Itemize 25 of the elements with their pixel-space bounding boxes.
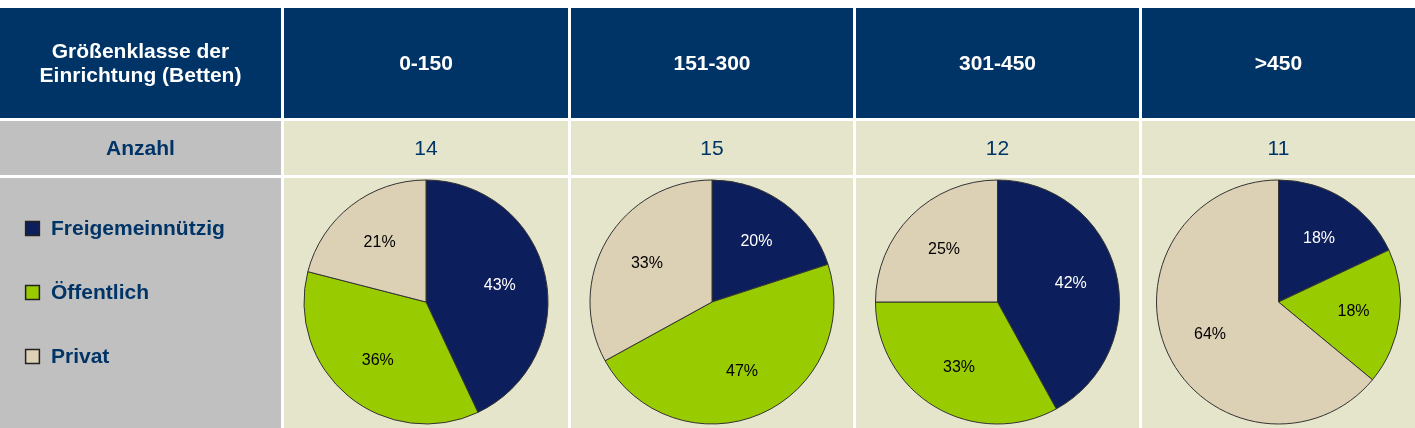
data-label: 47% xyxy=(726,362,759,380)
chart-subtitle: 12 xyxy=(856,121,1139,175)
chart-title: 0-150 xyxy=(284,8,568,118)
text: Größenklasse der Einrichtung (Betten) xyxy=(0,8,281,118)
data-label: 18% xyxy=(1303,229,1336,247)
data-label: 18% xyxy=(1337,302,1370,320)
data-label: 21% xyxy=(363,233,396,251)
chart-title: 301-450 xyxy=(856,8,1139,118)
data-label: 36% xyxy=(361,351,394,369)
legend-label: Privat xyxy=(51,343,110,367)
chart-subtitle: 15 xyxy=(571,121,853,175)
text: Anzahl xyxy=(0,121,281,175)
data-label: 33% xyxy=(630,254,663,272)
data-label: 33% xyxy=(942,358,976,376)
chart-title: >450 xyxy=(1142,8,1415,118)
data-label: 64% xyxy=(1194,325,1227,343)
legend-label: Öffentlich xyxy=(51,279,149,303)
data-label: 43% xyxy=(483,276,516,294)
chart-title: 151-300 xyxy=(571,8,853,118)
chart-subtitle: 11 xyxy=(1142,121,1415,175)
data-label: 42% xyxy=(1054,274,1087,292)
data-label: 25% xyxy=(928,239,961,257)
data-label: 20% xyxy=(740,231,773,249)
legend-label: Freigemeinnützig xyxy=(51,215,225,239)
chart-subtitle: 14 xyxy=(284,121,568,175)
